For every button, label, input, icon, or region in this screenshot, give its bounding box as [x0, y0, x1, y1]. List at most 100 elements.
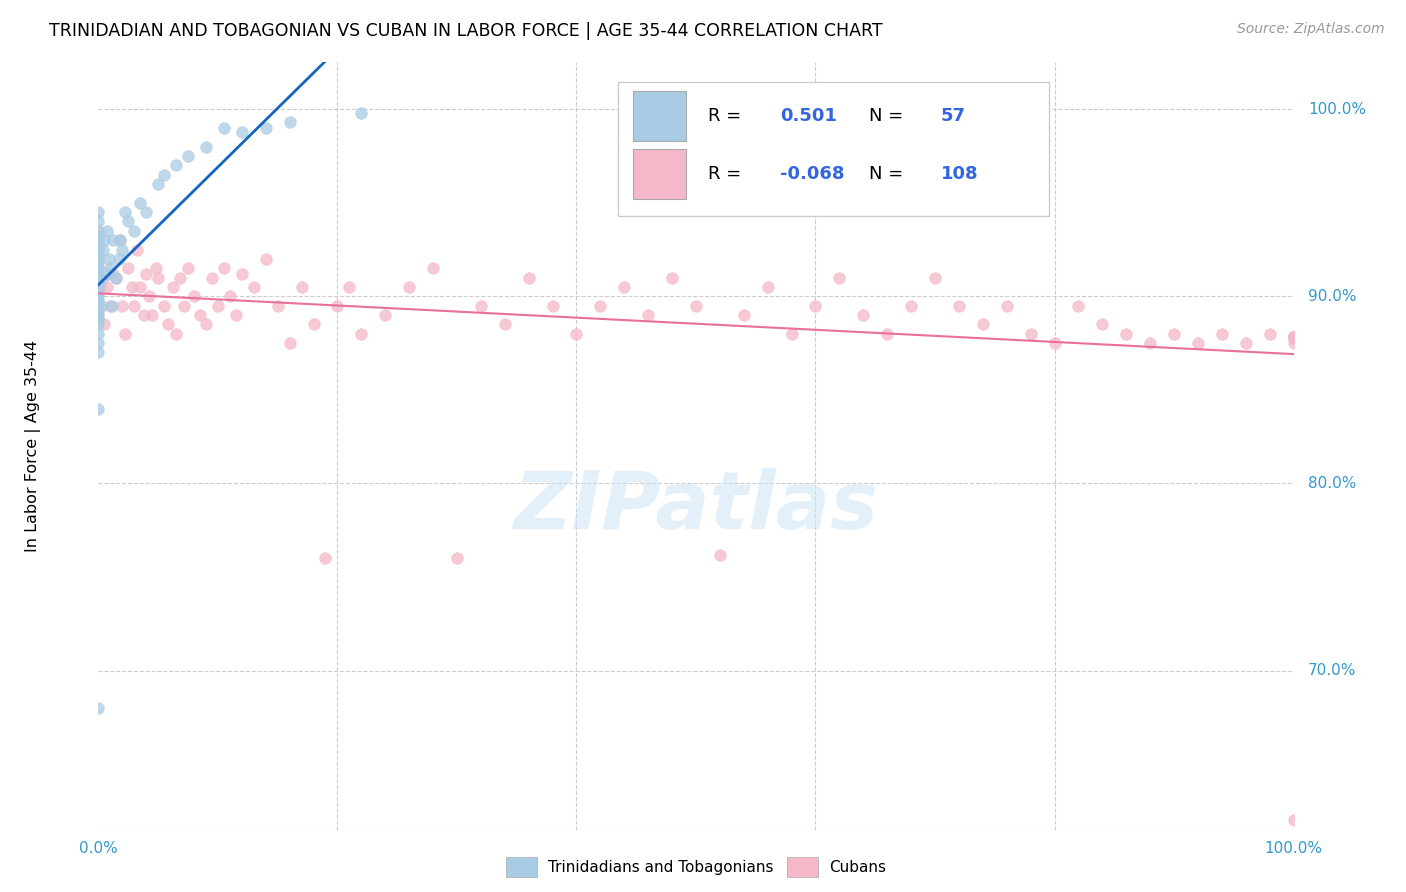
Point — [243, 280, 266, 294]
Text: N =: N = — [869, 165, 910, 183]
Point — [153, 299, 176, 313]
Point — [1282, 330, 1305, 344]
Point — [162, 280, 184, 294]
Point — [129, 280, 152, 294]
Point — [108, 233, 131, 247]
Point — [1115, 326, 1137, 341]
Point — [135, 205, 157, 219]
Point — [517, 270, 540, 285]
Point — [900, 299, 922, 313]
Point — [87, 267, 110, 281]
Point — [117, 261, 139, 276]
Text: -0.068: -0.068 — [780, 165, 844, 183]
Text: ZIPatlas: ZIPatlas — [513, 468, 879, 547]
Point — [326, 299, 349, 313]
Point — [177, 149, 200, 163]
Point — [117, 214, 139, 228]
Point — [87, 311, 110, 326]
Point — [91, 270, 114, 285]
Point — [87, 274, 110, 288]
Text: 100.0%: 100.0% — [1308, 102, 1365, 117]
Point — [135, 267, 157, 281]
Point — [188, 308, 211, 322]
Point — [87, 243, 110, 257]
Point — [101, 267, 124, 281]
Point — [114, 205, 136, 219]
Point — [87, 326, 110, 341]
Point — [1187, 336, 1209, 351]
Point — [1282, 330, 1305, 344]
Text: R =: R = — [709, 107, 747, 125]
Point — [589, 299, 612, 313]
Text: 0.0%: 0.0% — [79, 841, 118, 855]
Text: R =: R = — [709, 165, 747, 183]
Point — [278, 336, 301, 351]
Point — [90, 280, 112, 294]
Point — [613, 280, 636, 294]
Point — [107, 252, 129, 266]
Point — [87, 308, 110, 322]
Point — [93, 233, 115, 247]
Point — [165, 158, 187, 172]
Point — [1282, 330, 1305, 344]
Point — [125, 243, 148, 257]
Point — [804, 299, 827, 313]
Point — [97, 267, 120, 281]
Text: 57: 57 — [941, 107, 966, 125]
Point — [91, 243, 114, 257]
Point — [1019, 326, 1042, 341]
Point — [780, 326, 803, 341]
Text: 100.0%: 100.0% — [1264, 841, 1323, 855]
Point — [132, 308, 155, 322]
Point — [637, 308, 659, 322]
Point — [948, 299, 970, 313]
Point — [111, 243, 134, 257]
Point — [153, 168, 176, 182]
Point — [87, 285, 110, 300]
Point — [278, 115, 301, 129]
Point — [87, 224, 110, 238]
Point — [709, 548, 731, 562]
Point — [114, 326, 136, 341]
Point — [87, 299, 110, 313]
Point — [87, 205, 110, 219]
Point — [124, 299, 146, 313]
Point — [173, 299, 195, 313]
Point — [1282, 330, 1305, 344]
Point — [1282, 336, 1305, 351]
FancyBboxPatch shape — [619, 81, 1049, 216]
Text: 70.0%: 70.0% — [1308, 663, 1357, 678]
Point — [195, 139, 218, 153]
Point — [148, 270, 170, 285]
Point — [87, 248, 110, 262]
Point — [876, 326, 898, 341]
Point — [87, 224, 110, 238]
Text: Source: ZipAtlas.com: Source: ZipAtlas.com — [1237, 22, 1385, 37]
Point — [87, 229, 110, 244]
Point — [87, 318, 110, 332]
Point — [1282, 330, 1305, 344]
Point — [87, 289, 110, 303]
Point — [87, 270, 110, 285]
Point — [87, 293, 110, 307]
Point — [924, 270, 946, 285]
Text: 90.0%: 90.0% — [1308, 289, 1357, 304]
Point — [1258, 326, 1281, 341]
Text: Trinidadians and Tobagonians: Trinidadians and Tobagonians — [548, 860, 773, 874]
Point — [1282, 330, 1305, 344]
Point — [661, 270, 683, 285]
Point — [98, 261, 122, 276]
Point — [733, 308, 755, 322]
Point — [105, 270, 128, 285]
Point — [398, 280, 420, 294]
Point — [101, 233, 124, 247]
Point — [995, 299, 1018, 313]
FancyBboxPatch shape — [633, 91, 686, 141]
Point — [105, 270, 128, 285]
Point — [121, 280, 143, 294]
Point — [108, 233, 131, 247]
Point — [87, 214, 110, 228]
Point — [156, 318, 179, 332]
Point — [87, 701, 110, 715]
Point — [87, 401, 110, 416]
